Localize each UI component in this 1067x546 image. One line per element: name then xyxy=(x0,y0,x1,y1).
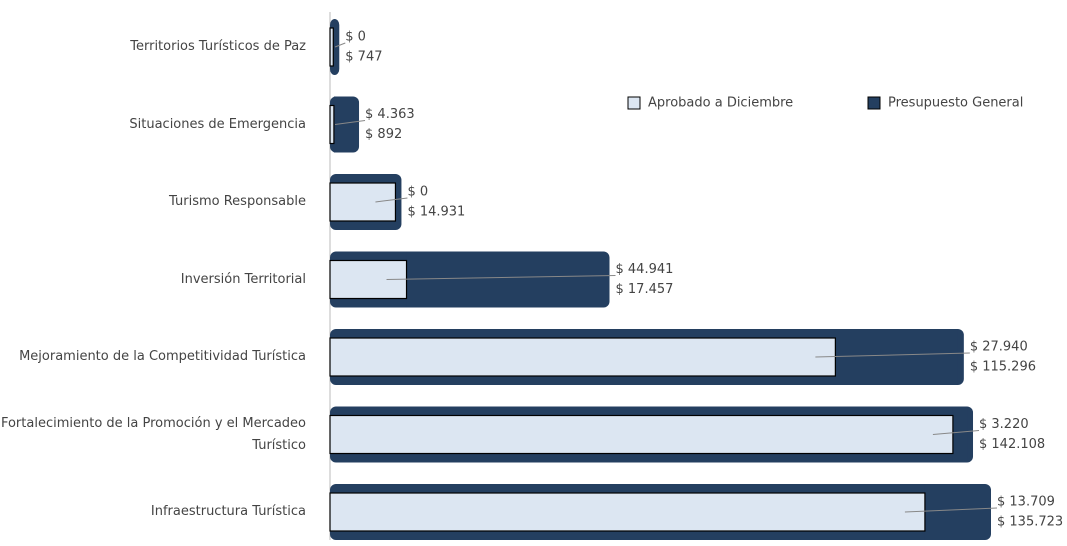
legend-swatch xyxy=(867,96,881,110)
category-label: Situaciones de Emergencia xyxy=(129,116,306,132)
leader-line xyxy=(386,275,616,280)
leader-line xyxy=(904,507,998,513)
bar xyxy=(333,96,354,153)
leader-line xyxy=(375,197,408,203)
category-label: Inversión Territorial xyxy=(180,271,306,287)
data-label: $ 135.723 xyxy=(997,515,1063,530)
data-label: $ 142.108 xyxy=(979,437,1045,452)
bar xyxy=(329,104,335,145)
legend-label: Presupuesto General xyxy=(888,96,1023,111)
category-label: Fortalecimiento de la Promoción y el Mer… xyxy=(0,415,306,453)
data-label: $ 14.931 xyxy=(407,205,465,220)
data-label: $ 17.457 xyxy=(616,282,674,297)
leader-line xyxy=(334,120,366,125)
data-label: $ 44.941 xyxy=(616,262,674,277)
data-label: $ 115.296 xyxy=(970,360,1036,375)
data-label: $ 0 xyxy=(407,185,428,200)
data-label: $ 747 xyxy=(345,50,382,65)
bar xyxy=(329,337,836,377)
bar xyxy=(329,492,926,532)
bar xyxy=(952,406,968,463)
legend-label: Aprobado a Diciembre xyxy=(648,96,793,111)
bar xyxy=(329,27,334,67)
leader-line xyxy=(334,42,346,48)
bar xyxy=(406,251,604,308)
data-label: $ 27.940 xyxy=(970,340,1028,355)
category-label: Mejoramiento de la Competitividad Turíst… xyxy=(19,349,306,364)
data-label: $ 3.220 xyxy=(979,417,1029,432)
leader-line xyxy=(815,352,970,358)
bar xyxy=(329,182,397,222)
category-label: Infraestructura Turística xyxy=(150,504,306,519)
data-label: $ 4.363 xyxy=(365,107,415,122)
data-label: $ 0 xyxy=(345,30,366,45)
bar xyxy=(924,484,985,540)
bar xyxy=(329,414,954,455)
data-label: $ 13.709 xyxy=(997,495,1055,510)
category-label: Turismo Responsable xyxy=(169,194,306,209)
leader-line xyxy=(932,430,980,435)
bar xyxy=(835,329,958,385)
data-label: $ 892 xyxy=(365,127,402,142)
legend-swatch xyxy=(627,96,641,110)
category-label: Territorios Turísticos de Paz xyxy=(130,39,306,54)
